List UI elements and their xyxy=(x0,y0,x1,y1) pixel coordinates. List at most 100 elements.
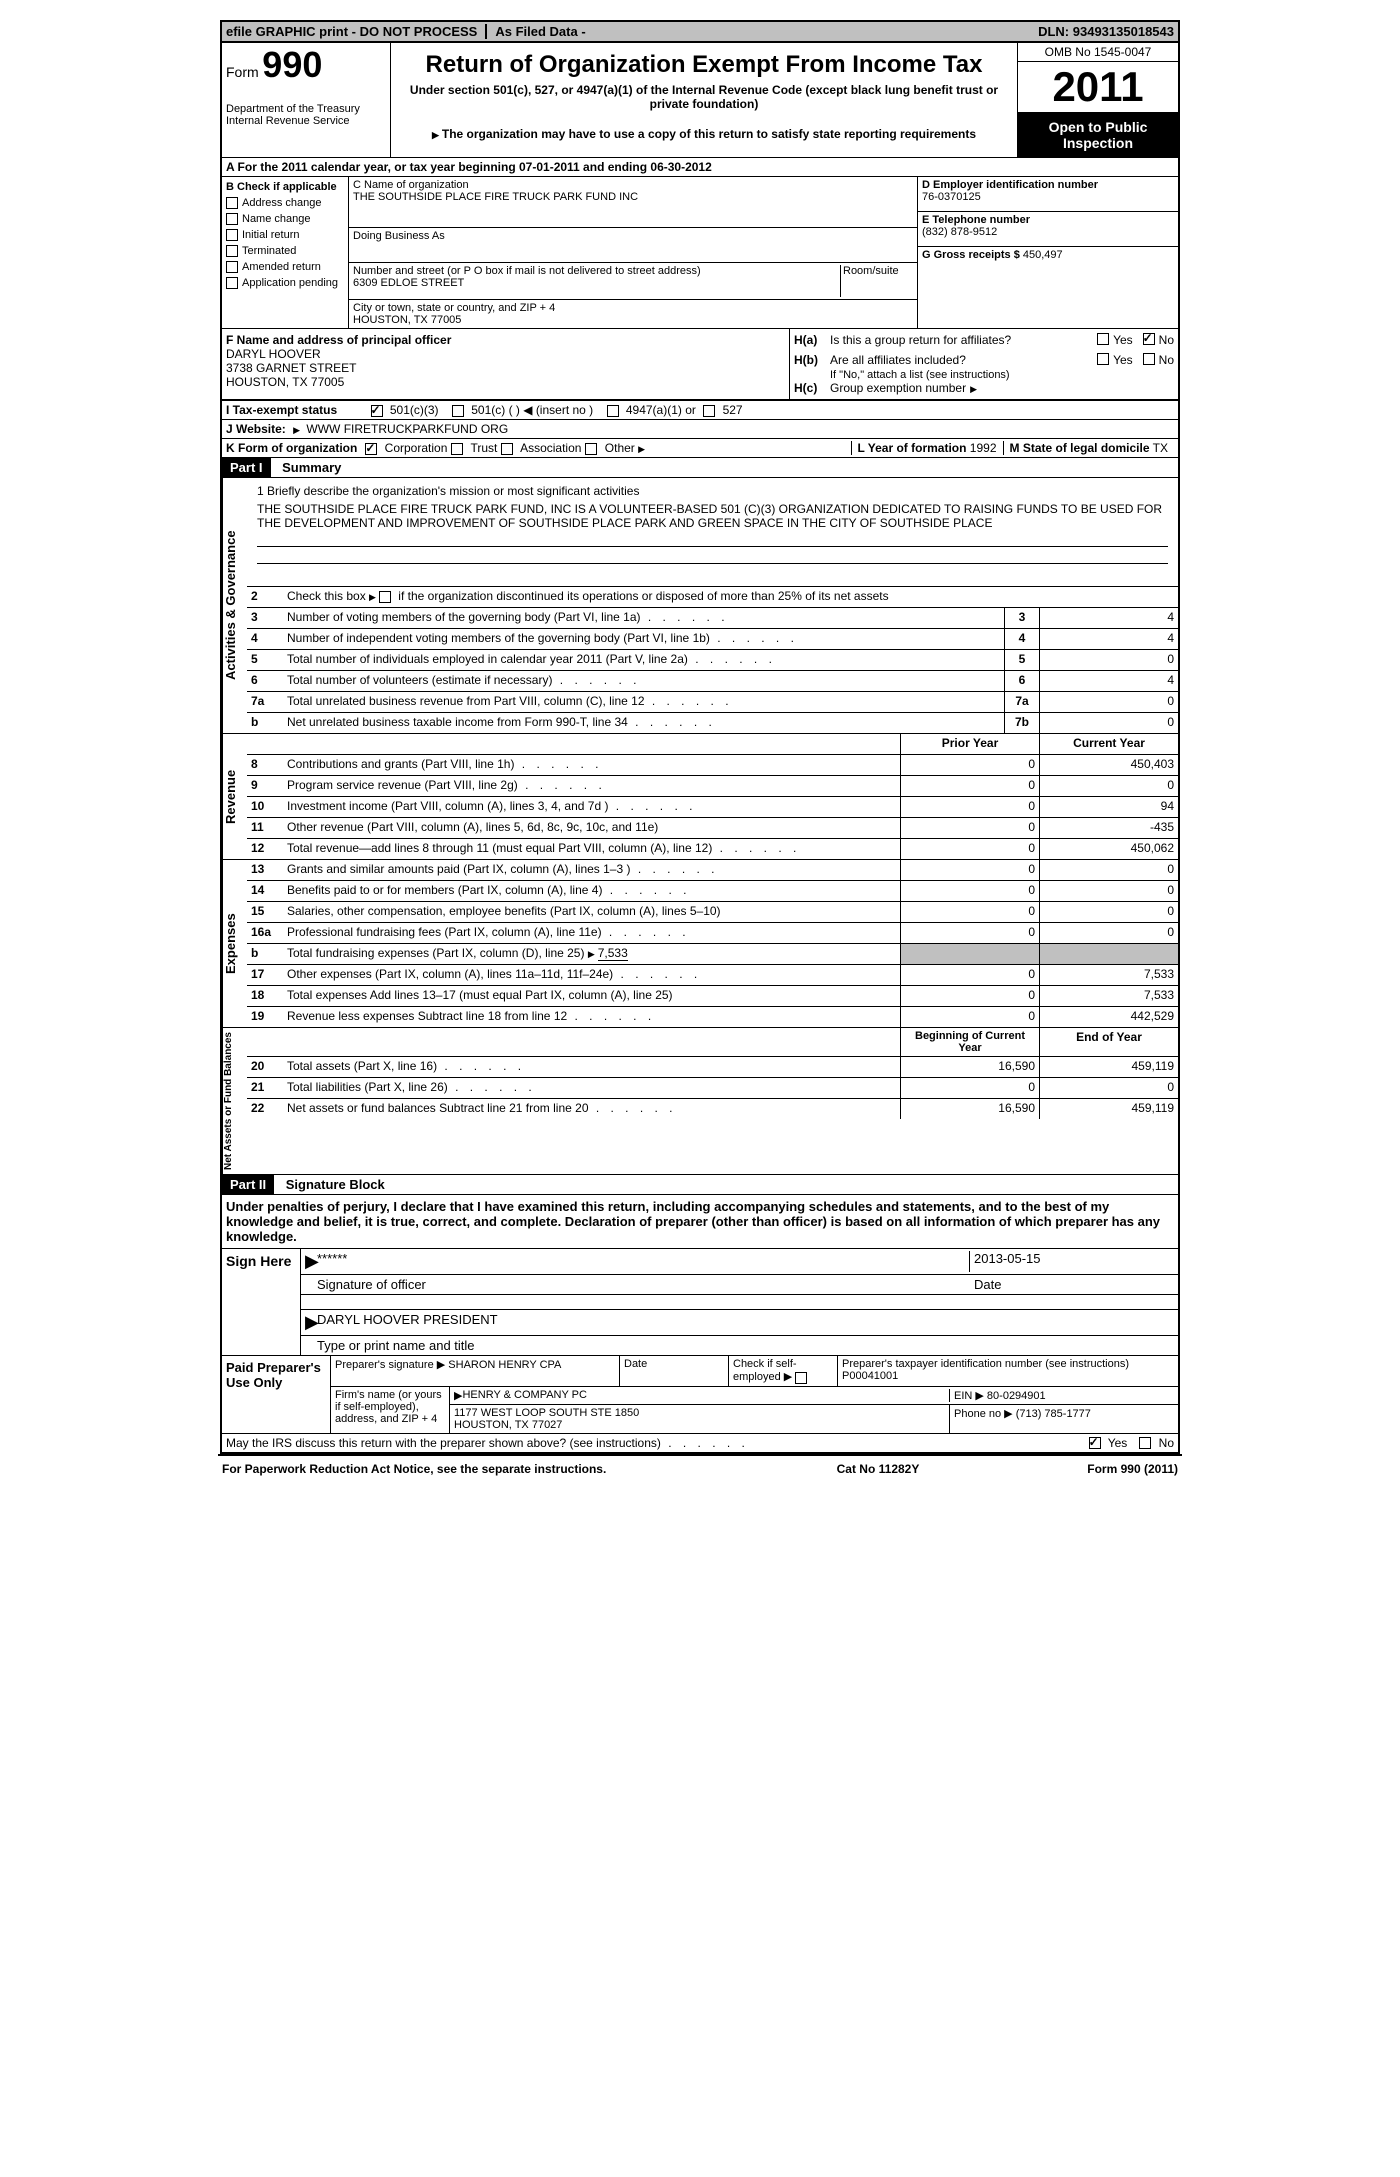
line9-text: Program service revenue (Part VIII, line… xyxy=(283,776,900,796)
firm-phone: (713) 785-1777 xyxy=(1016,1408,1091,1420)
ha-no-checkbox[interactable] xyxy=(1143,333,1155,345)
line17-prior: 0 xyxy=(900,965,1039,985)
line18-text: Total expenses Add lines 13–17 (must equ… xyxy=(283,986,900,1006)
name-change-label: Name change xyxy=(242,213,311,225)
corp-checkbox[interactable] xyxy=(365,443,377,455)
self-emp-checkbox[interactable] xyxy=(795,1372,807,1384)
line16a-prior: 0 xyxy=(900,923,1039,943)
firm-name: HENRY & COMPANY PC xyxy=(462,1389,949,1402)
dln-value: 93493135018543 xyxy=(1073,24,1174,39)
firm-phone-label: Phone no xyxy=(954,1408,1001,1420)
city-value: HOUSTON, TX 77005 xyxy=(353,314,913,326)
sig-officer-label: Signature of officer xyxy=(317,1277,970,1292)
gross-value: 450,497 xyxy=(1023,249,1063,261)
room-label: Room/suite xyxy=(840,265,913,297)
501c-label: 501(c) ( ) xyxy=(471,403,520,417)
prep-name: SHARON HENRY CPA xyxy=(448,1359,561,1371)
trust-checkbox[interactable] xyxy=(451,443,463,455)
street-label: Number and street (or P O box if mail is… xyxy=(353,265,840,277)
sig-disclaimer: Under penalties of perjury, I declare th… xyxy=(222,1195,1178,1249)
line6-text: Total number of volunteers (estimate if … xyxy=(283,671,1004,691)
paid-preparer-label: Paid Preparer's Use Only xyxy=(222,1356,331,1432)
other-checkbox[interactable] xyxy=(585,443,597,455)
hb-no-checkbox[interactable] xyxy=(1143,353,1155,365)
line5-text: Total number of individuals employed in … xyxy=(283,650,1004,670)
addr-change-label: Address change xyxy=(242,197,322,209)
4947-label: 4947(a)(1) or xyxy=(626,403,696,417)
dept-irs: Internal Revenue Service xyxy=(226,115,386,127)
header-note: The organization may have to use a copy … xyxy=(442,127,976,141)
line2-checkbox[interactable] xyxy=(379,591,391,603)
org-name-label: C Name of organization xyxy=(353,179,913,191)
terminated-checkbox[interactable] xyxy=(226,245,238,257)
line20-end: 459,119 xyxy=(1039,1057,1178,1077)
line9-current: 0 xyxy=(1039,776,1178,796)
initial-return-checkbox[interactable] xyxy=(226,229,238,241)
line11-current: -435 xyxy=(1039,818,1178,838)
line8-current: 450,403 xyxy=(1039,755,1178,775)
line10-prior: 0 xyxy=(900,797,1039,817)
addr-change-checkbox[interactable] xyxy=(226,197,238,209)
pending-checkbox[interactable] xyxy=(226,277,238,289)
501c-checkbox[interactable] xyxy=(452,405,464,417)
part-2-label: Part II xyxy=(222,1175,274,1194)
discuss-yes-checkbox[interactable] xyxy=(1089,1437,1101,1449)
hb-yes-checkbox[interactable] xyxy=(1097,353,1109,365)
sig-stars: ****** xyxy=(317,1251,969,1266)
line19-text: Revenue less expenses Subtract line 18 f… xyxy=(283,1007,900,1027)
hb-text: Are all affiliates included? xyxy=(830,353,1097,367)
ein-label: D Employer identification number xyxy=(922,179,1174,191)
officer-name-title: DARYL HOOVER PRESIDENT xyxy=(317,1312,498,1333)
sig-date: 2013-05-15 xyxy=(970,1251,1174,1272)
dept-treasury: Department of the Treasury xyxy=(226,103,386,115)
line16a-current: 0 xyxy=(1039,923,1178,943)
ha-yes-checkbox[interactable] xyxy=(1097,333,1109,345)
other-label: Other xyxy=(605,441,635,455)
line16a-text: Professional fundraising fees (Part IX, … xyxy=(283,923,900,943)
website-value: WWW FIRETRUCKPARKFUND ORG xyxy=(306,422,508,436)
line7a-val: 0 xyxy=(1039,692,1178,712)
527-checkbox[interactable] xyxy=(703,405,715,417)
name-change-checkbox[interactable] xyxy=(226,213,238,225)
line19-prior: 0 xyxy=(900,1007,1039,1027)
year-formation-label: L Year of formation xyxy=(858,441,967,455)
line7b-box: 7b xyxy=(1004,713,1039,733)
phone-value: (832) 878-9512 xyxy=(922,226,1174,238)
form-number: 990 xyxy=(262,44,322,85)
website-label: J Website: xyxy=(226,422,286,436)
line19-current: 442,529 xyxy=(1039,1007,1178,1027)
ha-text: Is this a group return for affiliates? xyxy=(830,333,1097,347)
footer-left: For Paperwork Reduction Act Notice, see … xyxy=(222,1462,778,1476)
mission-label: 1 Briefly describe the organization's mi… xyxy=(257,484,1168,498)
firm-addr: 1177 WEST LOOP SOUTH STE 1850 xyxy=(454,1407,945,1419)
officer-section: F Name and address of principal officer … xyxy=(222,329,1178,400)
dba-label: Doing Business As xyxy=(349,228,917,263)
phone-label: E Telephone number xyxy=(922,214,1174,226)
line22-begin: 16,590 xyxy=(900,1099,1039,1119)
terminated-label: Terminated xyxy=(242,245,296,257)
line21-text: Total liabilities (Part X, line 26) xyxy=(283,1078,900,1098)
discuss-yes: Yes xyxy=(1108,1436,1128,1450)
amended-checkbox[interactable] xyxy=(226,261,238,273)
501c3-checkbox[interactable] xyxy=(371,405,383,417)
line10-text: Investment income (Part VIII, column (A)… xyxy=(283,797,900,817)
line21-end: 0 xyxy=(1039,1078,1178,1098)
line17-current: 7,533 xyxy=(1039,965,1178,985)
line7a-text: Total unrelated business revenue from Pa… xyxy=(283,692,1004,712)
gross-label: G Gross receipts $ xyxy=(922,249,1020,261)
line15-prior: 0 xyxy=(900,902,1039,922)
ein-value: 76-0370125 xyxy=(922,191,1174,203)
sign-here-label: Sign Here xyxy=(222,1249,301,1355)
line20-text: Total assets (Part X, line 16) xyxy=(283,1057,900,1077)
org-name: THE SOUTHSIDE PLACE FIRE TRUCK PARK FUND… xyxy=(353,191,913,203)
prep-date-label: Date xyxy=(620,1356,729,1385)
assoc-checkbox[interactable] xyxy=(501,443,513,455)
line3-text: Number of voting members of the governin… xyxy=(283,608,1004,628)
line15-text: Salaries, other compensation, employee b… xyxy=(283,902,900,922)
street-value: 6309 EDLOE STREET xyxy=(353,277,840,289)
4947-checkbox[interactable] xyxy=(607,405,619,417)
ha-no: No xyxy=(1159,333,1174,347)
hb-yes: Yes xyxy=(1113,353,1133,367)
discuss-no-checkbox[interactable] xyxy=(1139,1437,1151,1449)
open-inspection: Open to Public Inspection xyxy=(1018,113,1178,157)
